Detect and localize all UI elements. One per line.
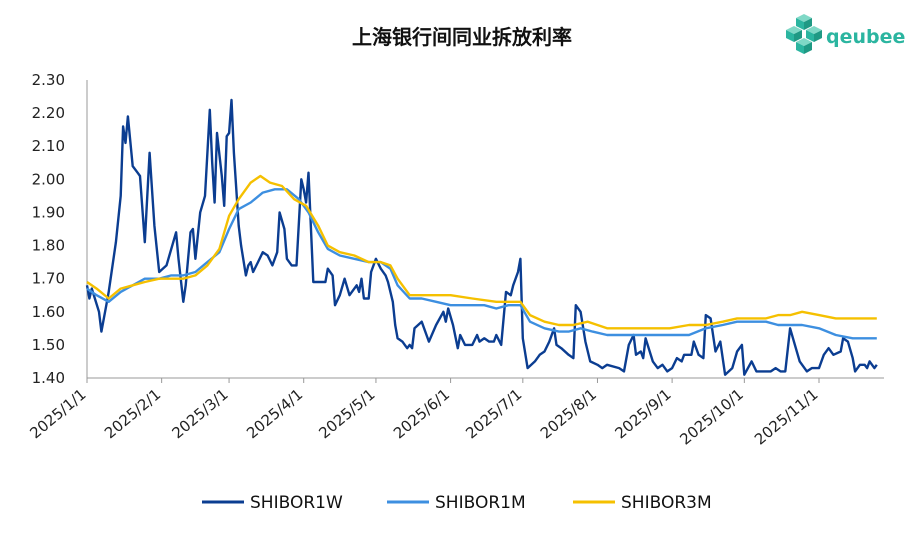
cube-cluster-icon xyxy=(786,14,822,54)
x-tick-label: 2025/9/1 xyxy=(611,385,674,442)
y-tick-label: 2.30 xyxy=(32,71,65,89)
x-tick-label: 2025/3/1 xyxy=(168,385,231,442)
legend-label-shibor1m: SHIBOR1M xyxy=(435,493,526,513)
series-line-shibor1m xyxy=(86,188,877,340)
y-tick-label: 1.40 xyxy=(32,369,65,387)
brand-name: qeubee xyxy=(826,26,905,48)
series-line-shibor3m xyxy=(86,174,877,330)
y-tick-label: 2.20 xyxy=(32,104,65,122)
x-tick-label: 2025/6/1 xyxy=(390,385,453,442)
legend-label-shibor1w: SHIBOR1W xyxy=(250,493,343,513)
brand-logo: qeubee xyxy=(786,14,905,54)
series-lines xyxy=(85,98,878,376)
x-tick-label: 2025/7/1 xyxy=(462,385,525,442)
y-tick-label: 1.50 xyxy=(32,336,65,354)
legend-label-shibor3m: SHIBOR3M xyxy=(621,493,712,513)
y-tick-label: 1.70 xyxy=(32,270,65,288)
y-tick-label: 1.60 xyxy=(32,303,65,321)
x-tick-label: 2025/11/1 xyxy=(751,385,821,448)
y-tick-label: 2.00 xyxy=(32,170,65,188)
series-line-shibor1w xyxy=(85,98,878,376)
chart-title: 上海银行间同业拆放利率 xyxy=(352,25,572,49)
y-tick-label: 1.90 xyxy=(32,203,65,221)
x-tick-label: 2025/2/1 xyxy=(101,385,164,442)
x-tick-label: 2025/8/1 xyxy=(537,385,600,442)
y-tick-label: 2.10 xyxy=(32,137,65,155)
x-tick-label: 2025/10/1 xyxy=(676,385,746,448)
y-axis: 1.40 1.50 1.60 1.70 1.80 1.90 2.00 2.10 2.20 2.30 xyxy=(32,71,88,387)
legend: SHIBOR1W SHIBOR1M SHIBOR3M xyxy=(202,493,712,513)
x-tick-label: 2025/5/1 xyxy=(315,385,378,442)
x-tick-label: 2025/1/1 xyxy=(26,385,89,442)
y-tick-label: 1.80 xyxy=(32,237,65,255)
x-axis: 2025/1/1 2025/2/1 2025/3/1 2025/4/1 2025/5/1… xyxy=(26,377,884,449)
x-tick-label: 2025/4/1 xyxy=(243,385,306,442)
